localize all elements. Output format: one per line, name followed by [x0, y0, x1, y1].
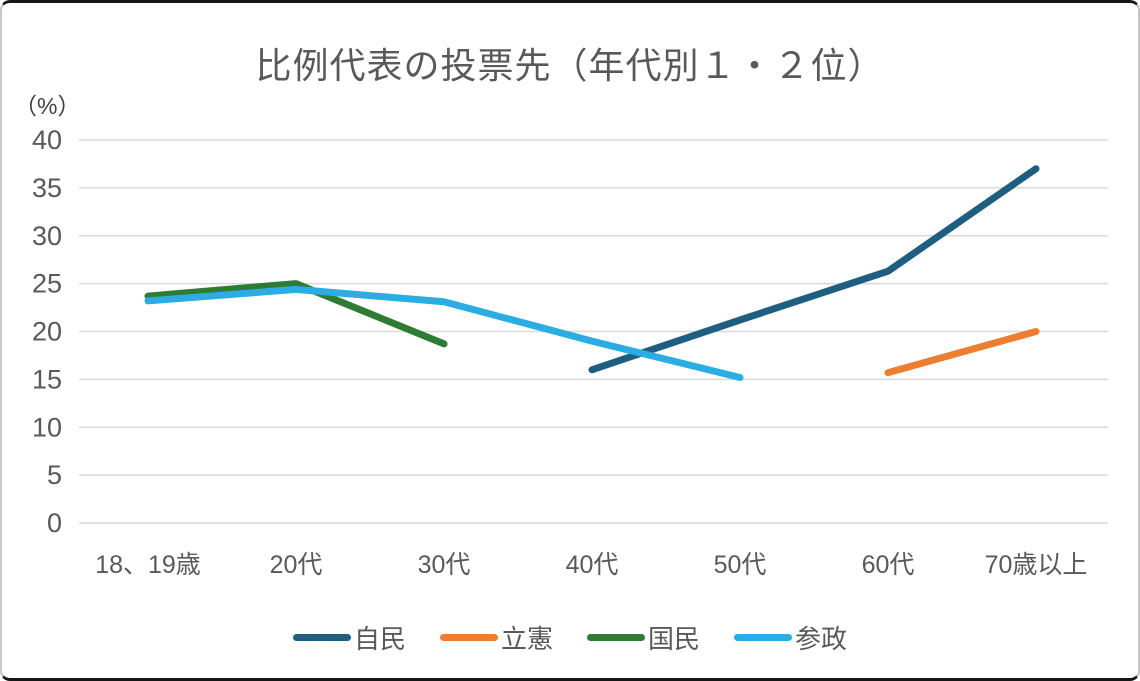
y-tick-label-30: 30 [32, 221, 62, 251]
x-tick-label-6: 70歳以上 [985, 551, 1088, 579]
legend-label-sansei: 参政 [795, 624, 848, 654]
chart-title: 比例代表の投票先（年代別１・２位） [255, 45, 885, 86]
legend-label-rikken: 立憲 [500, 624, 553, 654]
y-tick-label-40: 40 [32, 125, 62, 155]
y-tick-label-0: 0 [47, 508, 62, 538]
y-tick-label-15: 15 [32, 364, 62, 394]
legend-item-jimin: 自民 [292, 619, 406, 656]
legend-label-kokumin: 国民 [648, 624, 701, 654]
legend-swatch-rikken [439, 634, 498, 641]
series-line-rikken [884, 328, 1040, 377]
x-tick-label-4: 50代 [714, 551, 767, 579]
y-tick-label-5: 5 [47, 460, 62, 490]
chart-legend: 自民 立憲 国民 参政 [2, 619, 1138, 656]
legend-item-rikken: 立憲 [439, 619, 553, 656]
y-tick-label-20: 20 [32, 317, 62, 347]
x-tick-label-0: 18、19歳 [95, 551, 201, 579]
y-tick-label-10: 10 [32, 412, 62, 442]
legend-item-kokumin: 国民 [587, 619, 700, 656]
y-axis-unit-label: （%） [14, 93, 81, 119]
series-line-jimin [588, 165, 1040, 374]
series-line-sansei [144, 285, 744, 381]
x-tick-label-5: 60代 [862, 551, 915, 579]
legend-swatch-jimin [292, 634, 351, 641]
x-tick-label-2: 30代 [418, 551, 471, 579]
x-tick-label-3: 40代 [566, 551, 619, 579]
series-line-kokumin [144, 280, 448, 348]
x-tick-label-1: 20代 [270, 551, 323, 579]
line-chart-plot-area: 0 5 10 15 20 25 30 35 40 18、19歳 20代 30代 40代 50代 60代 70歳… [32, 125, 1108, 579]
legend-swatch-sansei [734, 634, 793, 641]
legend-label-jimin: 自民 [353, 624, 406, 654]
y-tick-label-25: 25 [32, 269, 62, 299]
legend-swatch-kokumin [587, 634, 645, 641]
y-tick-label-35: 35 [32, 173, 62, 203]
legend-item-sansei: 参政 [734, 619, 847, 656]
